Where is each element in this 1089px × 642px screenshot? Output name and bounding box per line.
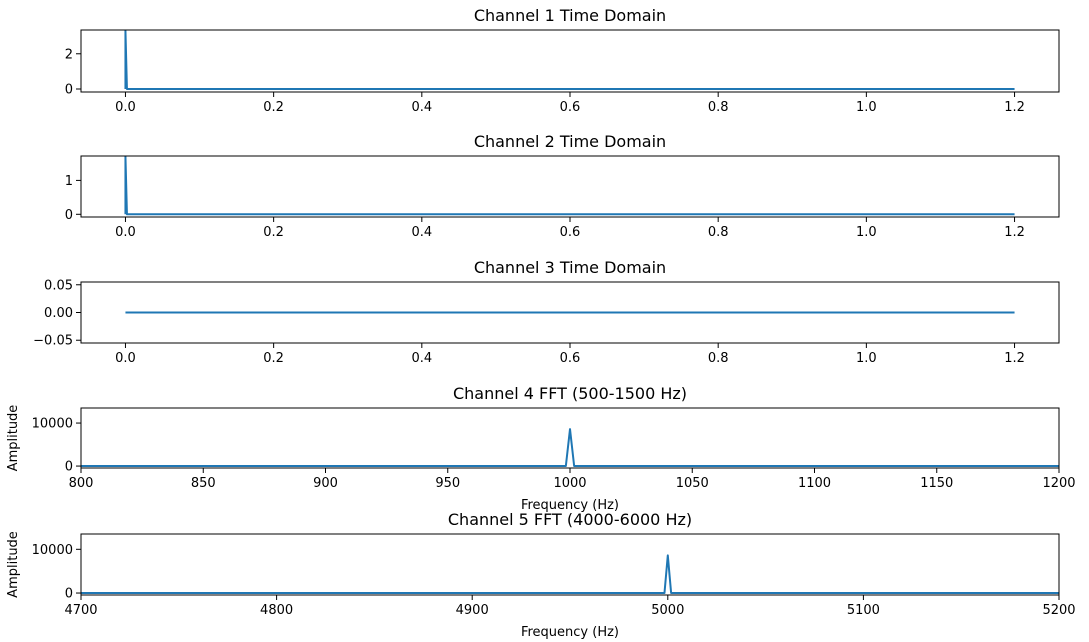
- panel-5-series-line: [81, 554, 1059, 595]
- panel-2-y-tick-label: 1: [65, 174, 73, 189]
- panel-2-x-tick-label: 1.0: [856, 225, 877, 240]
- panel-3-x-tick-label: 1.2: [1004, 351, 1025, 366]
- panel-5-x-tick-label: 5000: [651, 603, 684, 618]
- panel-1-x-tick-label: 0.8: [708, 100, 729, 115]
- panel-3-y-tick-label: 0.00: [44, 306, 73, 321]
- panel-3-x-tick-label: 1.0: [856, 351, 877, 366]
- panel-2: Channel 2 Time Domain 0.0 0.2 0.4 0.6 0.8 1.0 1…: [65, 132, 1060, 240]
- panel-4-x-tick-label: 800: [69, 476, 94, 491]
- panel-4-x-tick-label: 1200: [1042, 476, 1075, 491]
- panel-4-x-tick-label: 1000: [553, 476, 586, 491]
- panel-4-x-tick-label: 950: [435, 476, 460, 491]
- panel-1-x-tick-label: 0.6: [560, 100, 581, 115]
- panel-4-x-tick-label: 900: [313, 476, 338, 491]
- panel-1-y-tick-label: 2: [65, 47, 73, 62]
- panel-1-title: Channel 1 Time Domain: [474, 6, 666, 25]
- panel-3-x-tick-label: 0.0: [115, 351, 136, 366]
- panel-5-y-tick-label: 0: [65, 587, 73, 602]
- panel-4-x-tick-label: 1100: [798, 476, 831, 491]
- panel-5-x-axis-label: Frequency (Hz): [521, 625, 619, 640]
- panel-4-y-tick-label: 0: [65, 460, 73, 475]
- panel-5-axes-frame: [80, 533, 1060, 596]
- panel-4-x-tick-label: 1050: [676, 476, 709, 491]
- panel-2-x-tick-label: 0.0: [115, 225, 136, 240]
- panel-4-y-tick-label: 10000: [32, 417, 73, 432]
- panel-2-x-tick-label: 1.2: [1004, 225, 1025, 240]
- panel-4-y-axis-label: Amplitude: [6, 405, 21, 472]
- panel-5-x-tick-label: 4800: [260, 603, 293, 618]
- panel-5-title: Channel 5 FFT (4000-6000 Hz): [448, 510, 692, 529]
- panel-5: Channel 5 FFT (4000-6000 Hz) 4700 4800 4900…: [6, 510, 1076, 640]
- panel-2-title: Channel 2 Time Domain: [474, 132, 666, 151]
- panel-3-y-tick-label: 0.05: [44, 278, 73, 293]
- panel-1-x-tick-label: 0.4: [411, 100, 432, 115]
- panel-3-x-tick-label: 0.2: [263, 351, 284, 366]
- panel-1-x-tick-label: 0.2: [263, 100, 284, 115]
- panel-3-x-tick-label: 0.8: [708, 351, 729, 366]
- panel-2-series-line: [124, 156, 1015, 216]
- panel-1-y-tick-label: 0: [65, 83, 73, 98]
- panel-1-axes-frame: [80, 29, 1060, 93]
- panel-3-title: Channel 3 Time Domain: [474, 258, 666, 277]
- panel-4-series-line: [81, 428, 1059, 468]
- panel-1-series-line: [124, 30, 1015, 91]
- panel-4-x-tick-label: 1150: [920, 476, 953, 491]
- panel-2-x-tick-label: 0.6: [560, 225, 581, 240]
- panel-5-y-tick-label: 10000: [32, 543, 73, 558]
- panel-3: Channel 3 Time Domain 0.0 0.2 0.4 0.6 0.8 1.0 1…: [33, 258, 1060, 366]
- panel-2-axes-frame: [80, 155, 1060, 218]
- panel-4-x-tick-label: 850: [191, 476, 216, 491]
- panel-2-x-tick-label: 0.4: [411, 225, 432, 240]
- panel-3-x-tick-label: 0.4: [411, 351, 432, 366]
- panel-4-title: Channel 4 FFT (500-1500 Hz): [453, 384, 687, 403]
- panel-5-x-tick-label: 5100: [847, 603, 880, 618]
- panel-4: Channel 4 FFT (500-1500 Hz) 800 850 900 950 1…: [6, 384, 1076, 513]
- panel-4-x-axis-label: Frequency (Hz): [521, 498, 619, 513]
- panel-1-x-tick-label: 1.0: [856, 100, 877, 115]
- panel-5-x-tick-label: 5200: [1042, 603, 1075, 618]
- panel-2-x-tick-label: 0.2: [263, 225, 284, 240]
- panel-3-y-tick-label: −0.05: [33, 334, 73, 349]
- panel-1-x-tick-label: 0.0: [115, 100, 136, 115]
- panel-2-y-tick-label: 0: [65, 208, 73, 223]
- panel-1-x-tick-label: 1.2: [1004, 100, 1025, 115]
- panel-5-x-tick-label: 4700: [64, 603, 97, 618]
- panel-1: Channel 1 Time Domain 0.0 0.2 0.4 0.6 0.8 1.0 1…: [65, 6, 1060, 115]
- panel-3-x-tick-label: 0.6: [560, 351, 581, 366]
- panel-5-y-axis-label: Amplitude: [6, 531, 21, 598]
- panel-2-x-tick-label: 0.8: [708, 225, 729, 240]
- panel-5-x-tick-label: 4900: [456, 603, 489, 618]
